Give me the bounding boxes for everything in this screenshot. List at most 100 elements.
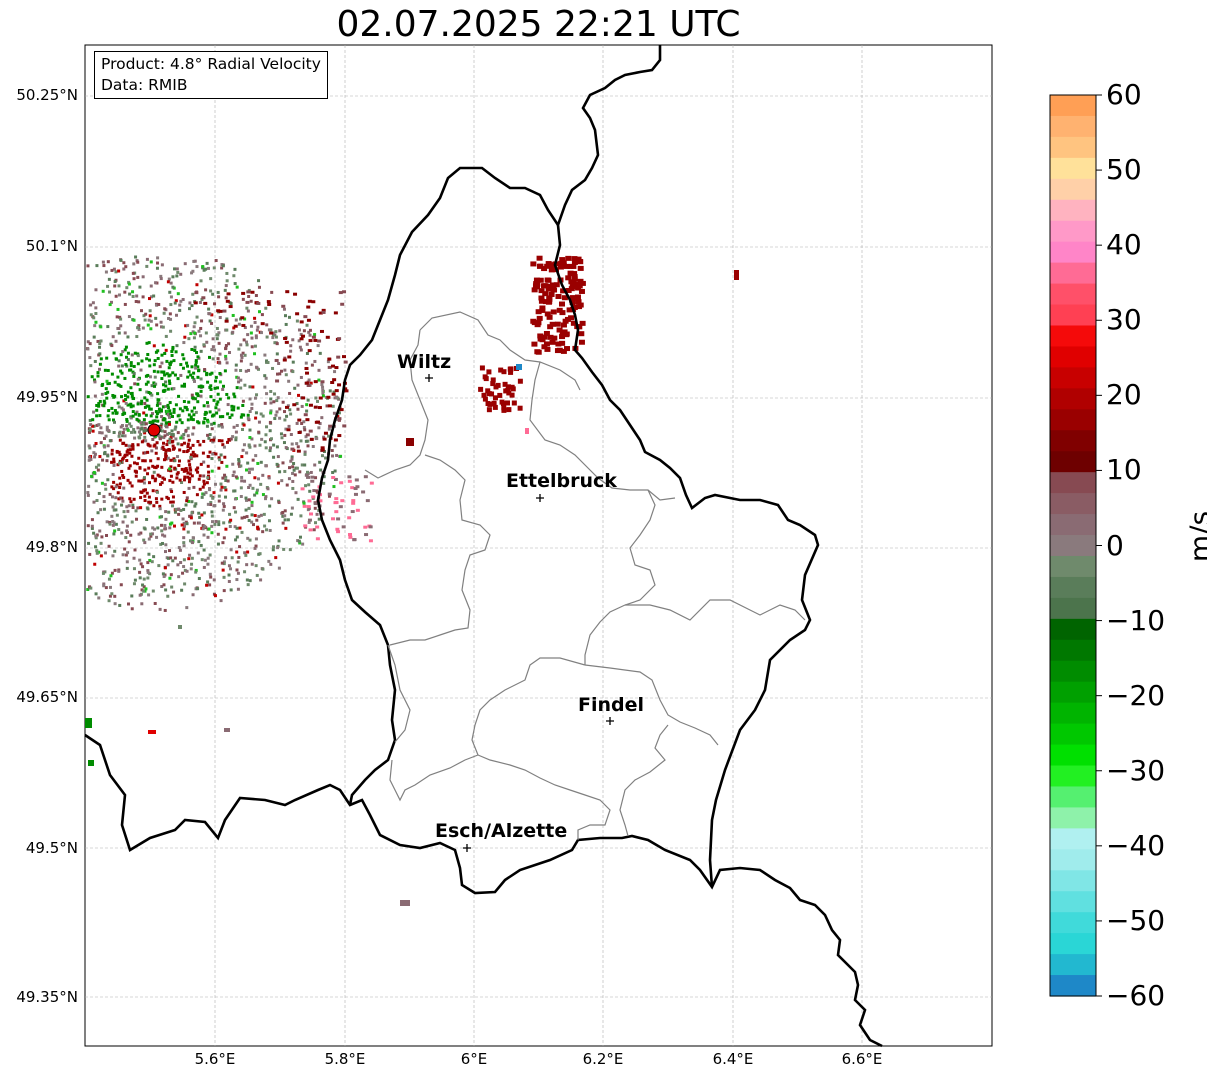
colorbar-tick-label: −10 [1106, 603, 1166, 637]
echo-pixel [165, 443, 169, 447]
echo-pixel [127, 280, 131, 284]
echo-pixel [202, 479, 206, 483]
echo-pixel [167, 374, 171, 378]
echo-pixel [166, 432, 170, 436]
echo-pixel [281, 461, 285, 465]
echo-pixel [307, 506, 311, 510]
echo-pixel [268, 429, 272, 433]
echo-pixel [201, 296, 206, 300]
echo-pixel [269, 437, 273, 441]
echo-pixel [209, 289, 213, 293]
echo-pixel [535, 309, 542, 315]
echo-pixel [304, 439, 308, 443]
echo-pixel [541, 334, 548, 340]
echo-pixel [239, 353, 243, 357]
echo-pixel [213, 482, 217, 486]
echo-pixel [145, 257, 149, 261]
echo-pixel [256, 325, 260, 329]
echo-pixel [206, 420, 210, 424]
echo-pixel [247, 368, 251, 372]
echo-pixel [250, 513, 254, 517]
echo-pixel [299, 514, 303, 518]
echo-pixel [569, 284, 576, 290]
echo-pixel [161, 572, 165, 576]
echo-pixel [214, 259, 218, 263]
echo-pixel [243, 570, 247, 574]
colorbar-unit-label: m/s [1183, 510, 1207, 563]
echo-pixel [195, 454, 199, 458]
echo-pixel [302, 504, 307, 508]
echo-pixel [166, 456, 170, 460]
echo-pixel [87, 458, 91, 462]
echo-pixel [202, 511, 206, 515]
echo-pixel [117, 269, 121, 273]
echo-pixel [256, 527, 260, 531]
echo-pixel [153, 375, 157, 379]
echo-pixel [137, 532, 141, 536]
echo-pixel [180, 384, 184, 388]
echo-pixel [170, 353, 174, 357]
echo-pixel [164, 452, 168, 456]
echo-pixel [505, 387, 511, 393]
echo-pixel [131, 396, 135, 400]
echo-pixel [141, 326, 145, 330]
echo-pixel [168, 312, 172, 316]
echo-pixel [173, 556, 177, 560]
echo-pixel [544, 311, 551, 317]
echo-pixel [234, 475, 238, 479]
echo-pixel [568, 315, 575, 321]
echo-pixel [268, 420, 272, 424]
echo-pixel [235, 578, 239, 582]
echo-pixel [187, 476, 191, 480]
echo-pixel [290, 455, 294, 459]
echo-pixel [119, 425, 123, 429]
echo-pixel [325, 404, 329, 408]
echo-pixel [213, 504, 217, 508]
echo-pixel [304, 361, 308, 365]
echo-pixel [265, 425, 269, 429]
echo-pixel [336, 530, 341, 534]
echo-pixel [203, 301, 208, 305]
echo-pixel [238, 526, 242, 530]
echo-pixel [95, 414, 99, 418]
echo-pixel [255, 518, 259, 522]
colorbar-tick-label: −40 [1106, 828, 1166, 862]
echo-pixel [217, 520, 221, 524]
echo-pixel [192, 371, 196, 375]
echo-pixel [117, 405, 121, 409]
echo-pixel [257, 514, 261, 518]
echo-pixel [257, 279, 261, 283]
echo-pixel [542, 299, 549, 305]
echo-pixel [354, 478, 359, 482]
echo-pixel [182, 558, 186, 562]
echo-pixel [94, 320, 98, 324]
echo-pixel [206, 404, 210, 408]
echo-pixel [87, 455, 91, 459]
echo-pixel [278, 372, 282, 376]
echo-pixel [155, 266, 159, 270]
echo-pixel [140, 490, 144, 494]
echo-pixel [191, 292, 195, 296]
echo-pixel [321, 391, 325, 395]
echo-pixel [189, 514, 193, 518]
echo-pixel [174, 437, 178, 441]
echo-pixel [104, 387, 108, 391]
echo-pixel [93, 359, 97, 363]
echo-pixel [537, 336, 544, 342]
echo-pixel [112, 480, 116, 484]
echo-pixel [196, 365, 200, 369]
echo-pixel [186, 418, 190, 422]
city-marker-findel [606, 717, 614, 725]
echo-pixel [209, 384, 213, 388]
echo-pixel [271, 333, 275, 337]
echo-pixel [229, 588, 233, 592]
echo-pixel [187, 337, 191, 341]
echo-pixel [250, 562, 254, 566]
echo-pixel [172, 410, 176, 414]
echo-pixel [128, 368, 132, 372]
echo-pixel [139, 402, 143, 406]
echo-pixel [109, 574, 113, 578]
echo-pixel [299, 439, 303, 443]
echo-pixel [273, 417, 277, 421]
echo-pixel [217, 295, 221, 299]
